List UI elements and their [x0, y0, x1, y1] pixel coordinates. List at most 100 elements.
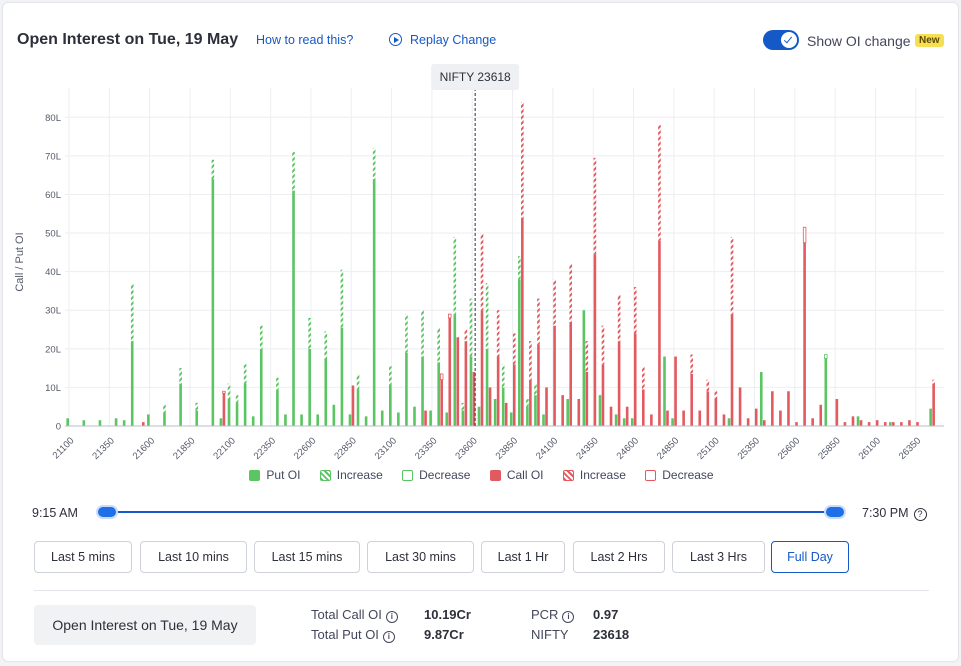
put-bar [251, 416, 255, 426]
call-bar [464, 341, 468, 426]
call-bar [601, 364, 605, 426]
put-bar [485, 348, 489, 426]
call-bar [633, 333, 637, 426]
legend-call-oi[interactable]: Call OI [489, 468, 544, 482]
pcr-value: 0.97 [593, 607, 619, 622]
help-icon[interactable]: ? [913, 508, 927, 521]
x-tick-label: 24850 [655, 435, 681, 461]
put-bar [324, 358, 328, 426]
last-1-hr-button[interactable]: Last 1 Hr [481, 541, 565, 573]
x-tick-label: 24600 [615, 435, 641, 461]
put-bar [114, 418, 118, 426]
put-increase-bar [324, 331, 328, 359]
put-bar [211, 179, 215, 426]
put-bar [671, 418, 674, 426]
put-bar [372, 179, 376, 426]
put-bar [566, 398, 570, 426]
y-tick-label: 40L [45, 267, 61, 278]
put-bar [284, 414, 287, 426]
put-bar [542, 414, 545, 426]
call-bar [141, 422, 145, 426]
call-bar [593, 254, 597, 426]
last-2-hrs-button[interactable]: Last 2 Hrs [573, 541, 665, 573]
call-bar [537, 344, 540, 426]
call-increase-bar [633, 287, 637, 334]
pcr-label: PCR i [531, 607, 575, 623]
put-increase-bar [163, 404, 166, 413]
put-increase-bar [292, 152, 295, 191]
time-slider-start-handle[interactable] [96, 505, 118, 519]
y-tick-label: 20L [45, 344, 61, 355]
legend-call-increase[interactable]: Increase [562, 468, 626, 482]
put-bar [243, 383, 247, 426]
last-30-mins-button[interactable]: Last 30 mins [367, 541, 474, 573]
y-tick-label: 70L [45, 151, 61, 162]
call-bar [642, 389, 645, 426]
put-oi-swatch [249, 470, 261, 481]
legend-put-oi[interactable]: Put OI [249, 468, 300, 482]
play-circle-icon [389, 33, 402, 46]
call-bar [674, 356, 677, 426]
call-bar [859, 420, 863, 426]
put-bar [929, 408, 932, 426]
call-increase-bar [593, 157, 597, 255]
legend-put-oi-label: Put OI [266, 468, 301, 482]
call-increase-bar [464, 329, 468, 342]
put-bar [195, 410, 199, 426]
put-bar [380, 410, 384, 426]
put-increase-bar [340, 269, 344, 328]
time-slider-track[interactable] [107, 511, 837, 513]
full-day-button[interactable]: Full Day [771, 541, 849, 573]
call-bar [545, 387, 548, 426]
call-increase-bar [537, 298, 540, 345]
x-tick-label: 21100 [51, 435, 77, 461]
last-10-mins-button[interactable]: Last 10 mins [140, 541, 247, 573]
call-bar [706, 391, 710, 426]
total-put-oi-text: Total Put OI [311, 627, 379, 642]
y-tick-label: 0 [56, 422, 61, 433]
x-tick-label: 21600 [131, 435, 157, 461]
call-increase-bar [932, 379, 935, 384]
legend-call-decrease[interactable]: Decrease [645, 468, 714, 482]
put-bar [461, 410, 465, 426]
put-bar [663, 356, 666, 426]
call-bar [480, 310, 484, 426]
call-bar [512, 364, 516, 426]
put-bar [614, 414, 618, 426]
last-3-hrs-button[interactable]: Last 3 Hrs [672, 541, 765, 573]
info-icon[interactable]: i [385, 611, 398, 623]
info-icon[interactable]: i [382, 631, 395, 643]
call-bar [496, 356, 500, 426]
put-bar [759, 371, 763, 426]
y-tick-label: 10L [45, 383, 61, 394]
put-increase-bar [421, 310, 424, 357]
call-bar [658, 240, 661, 426]
call-increase-bar [658, 125, 661, 241]
spot-tooltip [431, 64, 520, 90]
call-increase-bar [714, 391, 718, 399]
x-tick-label: 23850 [494, 435, 520, 461]
total-put-oi-label: Total Put OI i [311, 627, 395, 643]
legend-put-increase[interactable]: Increase [319, 468, 383, 482]
x-tick-label: 25850 [816, 435, 842, 461]
legend-put-decrease[interactable]: Decrease [402, 468, 470, 482]
put-increase-bar [211, 159, 215, 180]
info-icon[interactable]: i [562, 611, 575, 623]
put-increase-bar [227, 383, 231, 399]
put-bar [397, 412, 400, 426]
replay-change-button[interactable]: Replay Change [389, 33, 496, 47]
last-5-mins-button[interactable]: Last 5 mins [34, 541, 132, 573]
x-tick-label: 22850 [332, 435, 358, 461]
call-bar [835, 398, 839, 426]
how-to-read-link[interactable]: How to read this? [256, 33, 354, 47]
total-put-oi-value: 9.87Cr [424, 627, 464, 642]
call-decrease-bar [448, 313, 452, 319]
show-oi-change-toggle[interactable] [763, 30, 799, 50]
put-decrease-swatch [402, 470, 414, 481]
nifty-label: NIFTY [531, 627, 569, 642]
put-bar [147, 414, 150, 426]
time-slider-end-handle[interactable] [824, 505, 846, 519]
put-bar [824, 358, 828, 426]
last-15-mins-button[interactable]: Last 15 mins [254, 541, 360, 573]
put-bar [98, 420, 102, 426]
